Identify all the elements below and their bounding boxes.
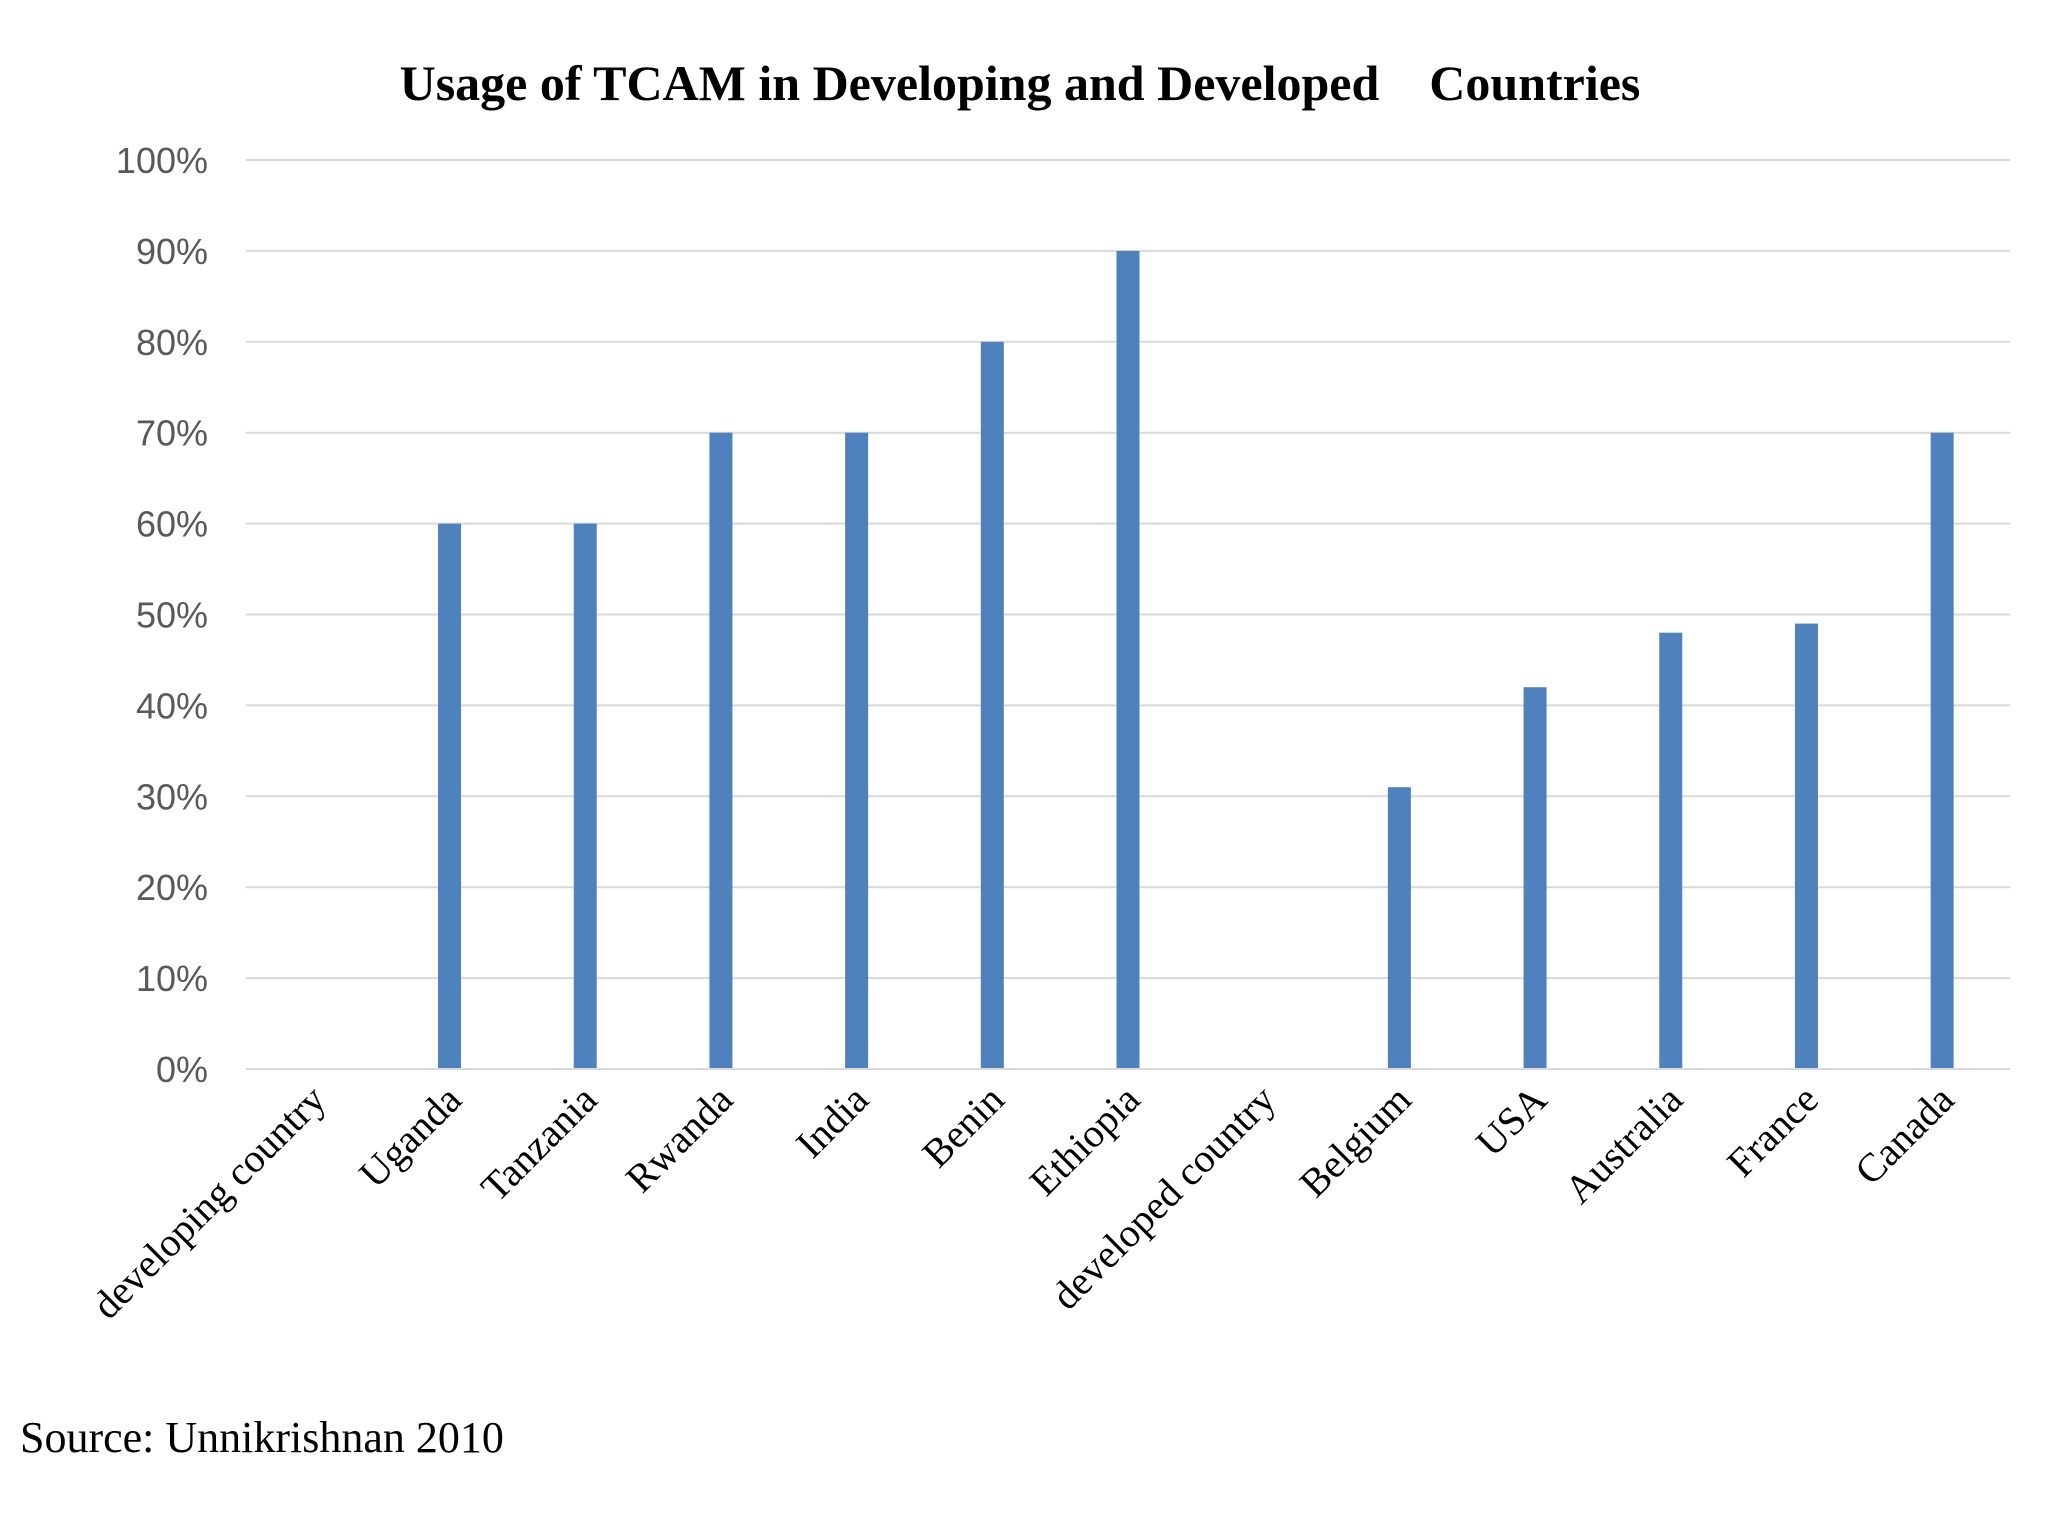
bar xyxy=(1523,687,1547,1069)
x-tick-label: developed country xyxy=(1043,1077,1285,1319)
x-tick-label: developing country xyxy=(83,1077,334,1328)
bar xyxy=(573,523,597,1069)
x-tick-label: India xyxy=(787,1076,877,1166)
y-tick-label: 90% xyxy=(136,231,208,272)
bars xyxy=(438,250,1954,1069)
bar xyxy=(438,523,462,1069)
x-tick-label: Ethiopia xyxy=(1021,1076,1149,1204)
chart-title: Usage of TCAM in Developing and Develope… xyxy=(400,55,1641,111)
x-tick-label: Uganda xyxy=(350,1076,470,1196)
x-tick-label: France xyxy=(1718,1077,1827,1186)
y-tick-label: 70% xyxy=(136,413,208,454)
x-tick-label: Canada xyxy=(1846,1076,1963,1193)
y-tick-label: 60% xyxy=(136,504,208,545)
y-tick-label: 80% xyxy=(136,322,208,363)
x-tick-label: Tanzania xyxy=(472,1076,606,1210)
y-tick-label: 20% xyxy=(136,867,208,908)
x-tick-label: Benin xyxy=(913,1077,1012,1176)
x-tick-label: USA xyxy=(1467,1076,1555,1164)
y-axis-tick-labels: 0% 10% 20% 30% 40% 50% 60% 70% 80% 90% 100% xyxy=(116,140,208,1090)
y-tick-label: 10% xyxy=(136,958,208,999)
bar xyxy=(980,341,1004,1069)
x-axis-tick-labels: developing country Uganda Tanzania Rwanda In… xyxy=(83,1076,1962,1327)
bar xyxy=(1387,787,1411,1069)
y-tick-label: 30% xyxy=(136,776,208,817)
y-tick-label: 100% xyxy=(116,140,208,181)
x-tick-label: Australia xyxy=(1556,1076,1692,1212)
x-tick-label: Rwanda xyxy=(617,1076,742,1201)
bar xyxy=(845,432,869,1069)
y-tick-label: 40% xyxy=(136,685,208,726)
x-tick-label: Belgium xyxy=(1291,1077,1420,1206)
bar xyxy=(1930,432,1954,1069)
y-tick-label: 50% xyxy=(136,595,208,636)
bar xyxy=(1794,623,1818,1069)
y-tick-label: 0% xyxy=(156,1049,208,1090)
bar xyxy=(1659,632,1683,1069)
source-note: Source: Unnikrishnan 2010 xyxy=(20,1413,504,1462)
bar xyxy=(709,432,733,1069)
bar xyxy=(1116,250,1140,1069)
